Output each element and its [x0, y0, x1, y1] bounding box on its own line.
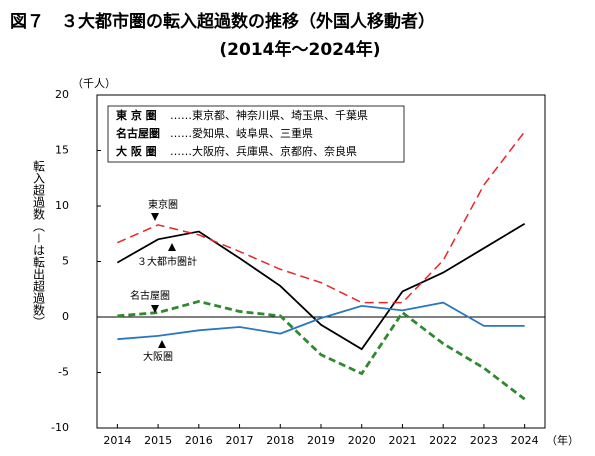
label-arrow — [151, 213, 159, 221]
y-tick-label: 20 — [55, 88, 69, 101]
series-line — [117, 300, 526, 401]
series-line — [117, 301, 525, 341]
y-unit: （千人） — [72, 77, 116, 90]
x-tick-label: 2014 — [103, 434, 131, 447]
x-tick-label: 2019 — [307, 434, 335, 447]
series-label: 大阪圏 — [143, 350, 173, 363]
note-label: 東 京 圏 — [116, 108, 157, 122]
y-tick-label: 0 — [62, 310, 69, 323]
y-axis-label: 転入超過数（－は転出超過数） — [32, 160, 46, 328]
chart-subtitle: (2014年～2024年) — [219, 39, 380, 60]
x-tick-label: 2021 — [388, 434, 416, 447]
y-tick-label: -5 — [58, 366, 69, 379]
note-label: 名古屋圏 — [116, 126, 160, 140]
note-label: 大 阪 圏 — [116, 144, 157, 158]
note-text: ……大阪府、兵庫県、京都府、奈良県 — [170, 144, 357, 158]
x-tick-label: 2015 — [144, 434, 172, 447]
legend-box — [107, 105, 405, 163]
note-text: ……東京都、神奈川県、埼玉県、千葉県 — [170, 108, 368, 122]
note-text: ……愛知県、岐阜県、三重県 — [170, 126, 313, 140]
series-line — [117, 131, 526, 304]
y-tick-label: 5 — [62, 255, 69, 268]
series-label: ３大都市圏計 — [137, 255, 197, 268]
label-arrow — [158, 340, 166, 348]
x-tick-label: 2022 — [429, 434, 457, 447]
series-label: 東京圏 — [148, 198, 178, 211]
label-arrow — [151, 305, 159, 313]
series-line — [116, 222, 526, 351]
x-tick-label: 2020 — [348, 434, 376, 447]
label-arrow — [168, 243, 176, 251]
y-tick-label: 10 — [55, 199, 69, 212]
x-tick-label: 2018 — [266, 434, 294, 447]
y-tick-label: -10 — [51, 421, 69, 434]
x-tick-label: 2023 — [470, 434, 498, 447]
x-tick-label: 2016 — [185, 434, 213, 447]
chart-title: 図７ ３大都市圏の転入超過数の推移（外国人移動者） — [10, 11, 435, 32]
series-label: 名古屋圏 — [130, 289, 170, 302]
y-tick-label: 15 — [55, 144, 69, 157]
x-tick-label: 2024 — [511, 434, 539, 447]
x-unit: （年） — [546, 433, 579, 447]
x-tick-label: 2017 — [226, 434, 254, 447]
